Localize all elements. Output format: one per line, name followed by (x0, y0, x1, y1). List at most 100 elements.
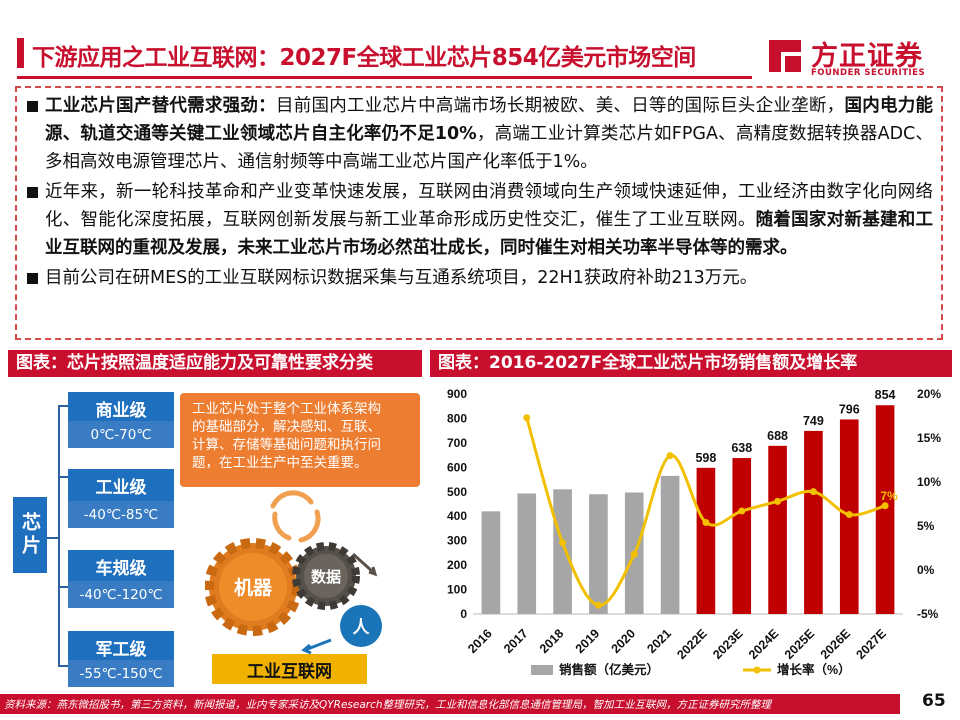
bar (589, 494, 608, 614)
bar-value-label: 688 (767, 429, 788, 443)
gear-machine-label: 机器 (234, 577, 273, 599)
market-chart: 0 100 200 300 400 500 600 700 800 900 -5% 0% 5% 10% 15… (447, 387, 941, 677)
y-left-tick-label: 400 (447, 509, 467, 523)
growth-rate-point (630, 550, 638, 558)
level-commercial-range: 0℃-70℃ (68, 421, 174, 448)
legend-label-sales: 销售额（亿美元） (559, 662, 659, 677)
y-right-tick-label: -5% (917, 607, 939, 621)
data-gear-icon (292, 542, 360, 610)
level-industrial-range: -40℃-85℃ (68, 501, 174, 528)
level-industrial: 工业级 (68, 469, 174, 501)
growth-rate-point (666, 452, 674, 460)
y-right-tick-label: 0% (917, 563, 935, 577)
growth-rate-point (809, 488, 817, 496)
bullet-square-icon (27, 101, 38, 112)
chip-root-label: 芯片 (13, 497, 47, 573)
x-tick-label: 2021 (644, 626, 674, 656)
bullet-2-emphasis: 随着国家对新基建和工业互联网的重视及发展，未来工业芯片市场必然茁壮成长，同时催生… (45, 210, 933, 258)
classification-brace (47, 405, 69, 667)
x-tick-label: 2027E (853, 626, 888, 661)
gear-person-label: 人 (353, 618, 371, 637)
bar-value-label: 796 (839, 402, 860, 416)
y-left-tick-label: 300 (447, 534, 467, 548)
note-line: 的基础部分，解决感知、互联、 (192, 419, 381, 435)
growth-rate-point (702, 518, 710, 526)
y-left-tick-label: 0 (460, 607, 467, 621)
growth-rate-point (881, 502, 889, 510)
x-tick-label: 2016 (465, 626, 495, 656)
x-tick-label: 2026E (818, 626, 853, 661)
iiot-label: 工业互联网 (212, 654, 367, 684)
bullet-1-tail: ，高端工业计算类芯片如FPGA、高精度数据转换器ADC、多相高效电源管理芯片、通… (45, 124, 933, 172)
level-military: 军工级 (68, 631, 174, 663)
y-left-tick-label: 700 (447, 436, 467, 450)
y-left-tick-label: 900 (447, 387, 467, 401)
title-accent-bar (17, 38, 24, 68)
growth-rate-point (774, 497, 782, 505)
bullet-2: 近年来，新一轮科技革命和产业变革快速发展，互联网由消费领域向生产领域快速延伸，工… (27, 178, 933, 262)
right-figure-title: 图表：2016-2027F全球工业芯片市场销售额及增长率 (430, 350, 952, 377)
bullet-1-heading: 工业芯片国产替代需求强劲： (45, 96, 276, 116)
left-figure-title: 图表：芯片按照温度适应能力及可靠性要求分类 (8, 350, 422, 377)
page-title: 下游应用之工业互联网：2027F全球工业芯片854亿美元市场空间 (32, 45, 696, 71)
title-rule (17, 76, 752, 79)
growth-rate-label: 7% (880, 489, 898, 503)
note-line: 计算、存储等基础问题和执行问 (192, 437, 381, 453)
legend-swatch-sales (531, 665, 553, 675)
x-tick-label: 2025E (782, 626, 817, 661)
bullet-1-emphasis: 国内电力能源、轨道交通等关键工业领域芯片自主化率仍不足10% (45, 96, 934, 144)
bar-value-label: 854 (875, 388, 896, 402)
y-left-tick-label: 600 (447, 460, 467, 474)
bullet-square-icon (27, 187, 38, 198)
logo-text-cn: 方正证券 (811, 41, 923, 72)
bar-value-label: 638 (731, 441, 752, 455)
bar (696, 467, 716, 614)
y-right-tick-label: 20% (917, 387, 941, 401)
industrial-chip-note: 工业芯片处于整个工业体系架构 的基础部分，解决感知、互联、 计算、存储等基础问题… (180, 393, 420, 487)
bar-value-label: 598 (695, 451, 716, 465)
level-commercial: 商业级 (68, 392, 174, 424)
y-right-tick-label: 5% (917, 519, 935, 533)
legend-marker-growth (753, 666, 761, 674)
bullet-1: 工业芯片国产替代需求强劲：目前国内工业芯片中高端市场长期被欧、美、日等的国际巨头… (27, 92, 933, 176)
bar (517, 493, 537, 614)
growth-rate-point (559, 539, 567, 547)
bar-value-label: 749 (803, 414, 824, 428)
x-tick-label: 2018 (537, 626, 567, 656)
x-tick-label: 2023E (710, 626, 745, 661)
bar (553, 489, 572, 614)
source-note: 资料来源：燕东微招股书，第三方资料，新闻报道，业内专家采访及QYResearch… (4, 699, 772, 711)
growth-rate-point (845, 511, 853, 519)
growth-rate-point (594, 601, 602, 609)
growth-rate-point (523, 414, 531, 422)
level-automotive-range: -40℃-120℃ (68, 581, 174, 608)
cycle-arrows-icon (270, 490, 321, 543)
bar (768, 445, 787, 614)
iiot-cycle-illustration: 机器 数据 人 (205, 490, 382, 655)
logo-text-en: FOUNDER SECURITIES (811, 68, 926, 78)
logo-mark-icon (769, 40, 801, 72)
note-line: 工业芯片处于整个工业体系架构 (192, 401, 381, 417)
level-military-range: -55℃-150℃ (68, 660, 174, 687)
y-left-tick-label: 100 (447, 583, 467, 597)
page-number: 65 (922, 691, 946, 711)
bar (660, 475, 680, 614)
y-right-tick-label: 15% (917, 431, 941, 445)
x-tick-label: 2017 (501, 626, 531, 656)
bar (804, 430, 823, 614)
y-left-tick-label: 500 (447, 485, 467, 499)
note-line: 题，在工业生产中至关重要。 (192, 455, 368, 471)
y-left-tick-label: 800 (447, 411, 467, 425)
x-tick-label: 2022E (674, 626, 709, 661)
footer-bar (0, 694, 900, 714)
bar (732, 458, 752, 614)
person-circle-icon (340, 605, 382, 647)
y-right-tick-label: 10% (917, 475, 941, 489)
level-automotive: 车规级 (68, 550, 174, 582)
bullet-3: 目前公司在研MES的工业互联网标识数据采集与互通系统项目，22H1获政府补助21… (27, 264, 933, 292)
bullet-2-text: 近年来，新一轮科技革命和产业变革快速发展，互联网由消费领域向生产领域快速延伸，工… (45, 182, 933, 230)
bar (875, 405, 895, 614)
x-tick-label: 2019 (573, 626, 603, 656)
x-tick-label: 2020 (609, 626, 639, 656)
legend-label-growth: 增长率（%） (777, 662, 851, 677)
